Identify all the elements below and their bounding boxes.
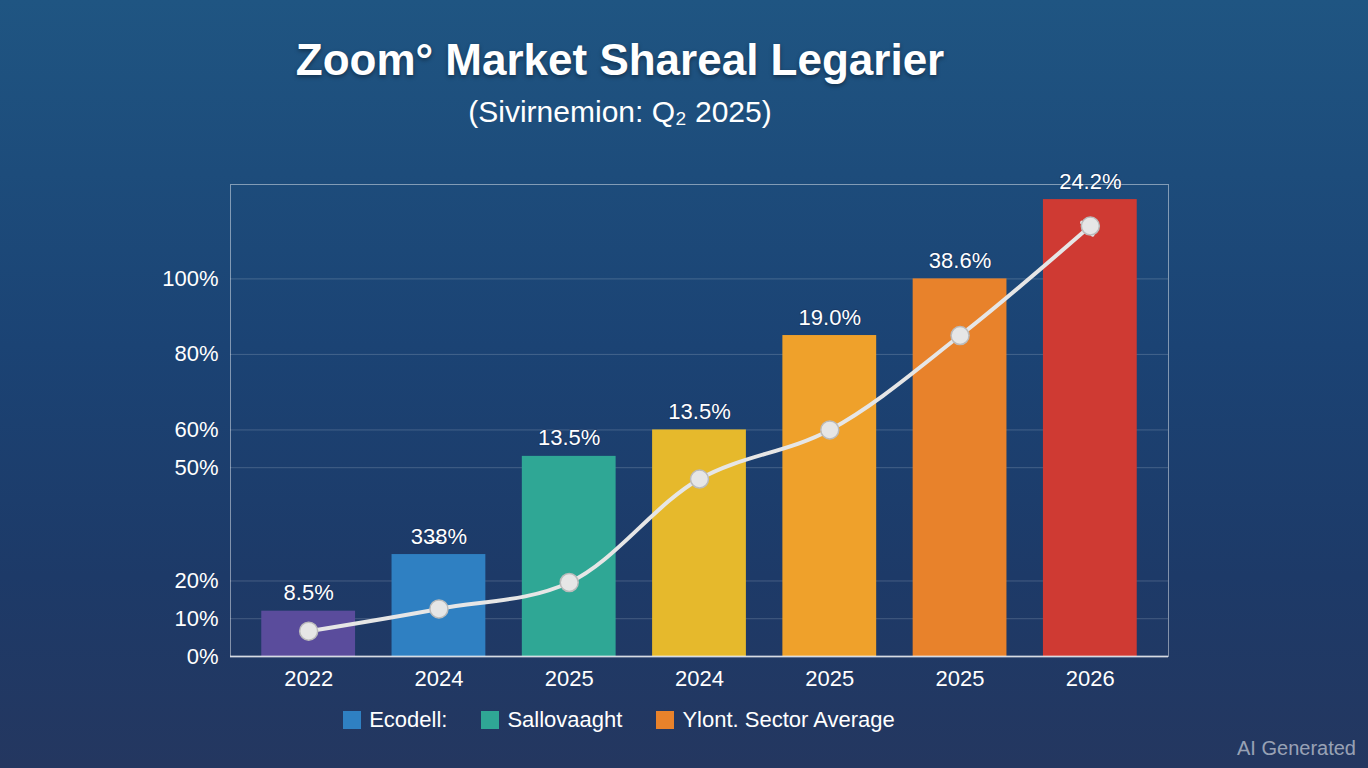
svg-text:8.5%: 8.5% (284, 580, 334, 605)
svg-text:2024: 2024 (675, 666, 724, 691)
svg-text:50%: 50% (174, 455, 218, 480)
html-text:Sallovaaght: Sallovaaght (507, 707, 623, 732)
svg-text:60%: 60% (174, 417, 218, 442)
svg-text:19.0%: 19.0% (799, 305, 861, 330)
svg-text:13.5%: 13.5% (538, 425, 600, 450)
svg-text:2022: 2022 (284, 666, 333, 691)
svg-text:2025: 2025 (545, 666, 594, 691)
svg-text:100%: 100% (162, 266, 218, 291)
html-text:Zoom° Market Shareal Legarier: Zoom° Market Shareal Legarier (295, 35, 945, 84)
svg-text:2024: 2024 (414, 666, 463, 691)
svg-text:24.2%: 24.2% (1059, 169, 1121, 194)
html-text:Ylont. Sector Average: Ylont. Sector Average (682, 707, 895, 732)
svg-text:13.5%: 13.5% (668, 399, 730, 424)
svg-text:2026: 2026 (1066, 666, 1115, 691)
svg-text:2025: 2025 (936, 666, 985, 691)
svg-text:0%: 0% (187, 644, 219, 669)
html-text:AI Generated: AI Generated (1237, 737, 1356, 759)
svg-text:20%: 20% (174, 568, 218, 593)
html-text:(Sivirnemion: Q₂ 2025): (Sivirnemion: Q₂ 2025) (468, 95, 772, 128)
svg-text:38.6%: 38.6% (929, 248, 991, 273)
svg-text:80%: 80% (174, 341, 218, 366)
svg-text:33̶8%: 33̶8% (411, 524, 467, 549)
html-text:Ecodell:: Ecodell: (369, 707, 448, 732)
svg-text:10%: 10% (174, 606, 218, 631)
svg-text:2025: 2025 (805, 666, 854, 691)
